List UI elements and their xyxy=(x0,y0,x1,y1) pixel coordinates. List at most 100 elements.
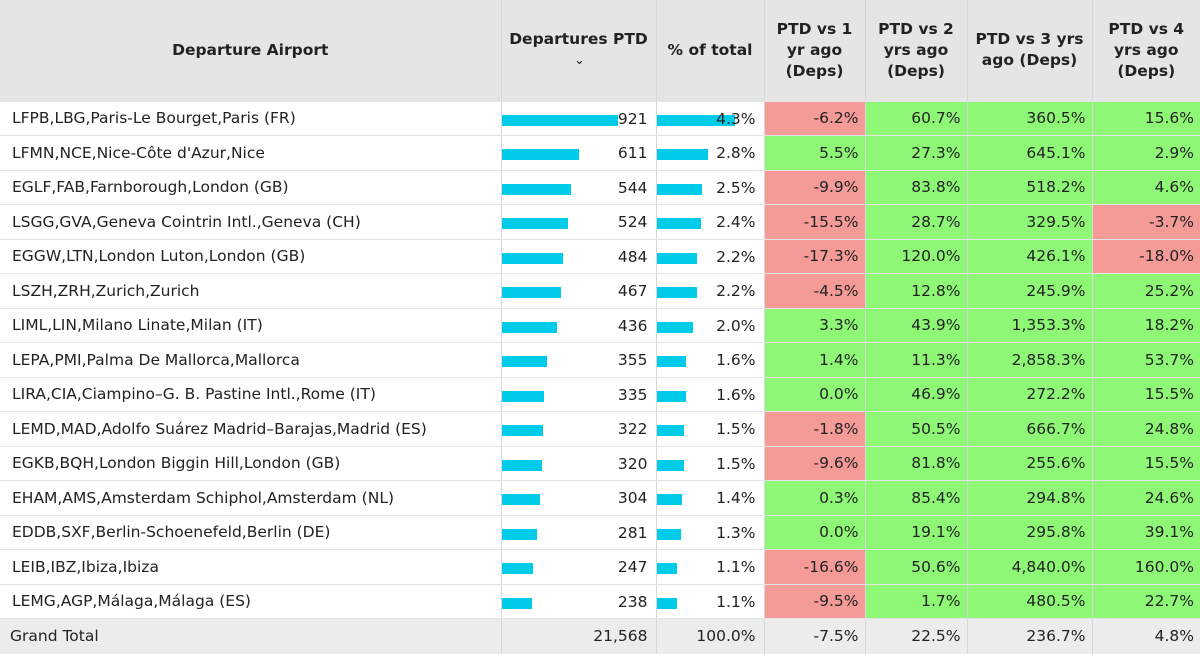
table-row[interactable]: EGKB,BQH,London Biggin Hill,London (GB) 3… xyxy=(0,446,1200,481)
table-row[interactable]: LEMD,MAD,Adolfo Suárez Madrid–Barajas,Ma… xyxy=(0,411,1200,447)
pct-total-value: 4.3% xyxy=(716,109,756,128)
pct-total-value: 1.1% xyxy=(716,592,756,611)
table-row[interactable]: EHAM,AMS,Amsterdam Schiphol,Amsterdam (N… xyxy=(0,480,1200,516)
pct-total-value: 1.5% xyxy=(716,454,756,473)
departures-value: 247 xyxy=(617,558,648,576)
departures-bar xyxy=(501,597,532,609)
pct-total-cell: 4.3% xyxy=(656,101,765,136)
airport-cell[interactable]: LSGG,GVA,Geneva Cointrin Intl.,Geneva (C… xyxy=(0,204,502,240)
header-departure-airport-label: Departure Airport xyxy=(172,40,329,59)
airport-cell[interactable]: LIRA,CIA,Ciampino–G. B. Pastine Intl.,Ro… xyxy=(0,377,502,412)
pct-total-bar xyxy=(656,252,697,264)
vs-1yr-cell: -1.8% xyxy=(764,411,866,447)
pct-total-bar xyxy=(656,563,677,574)
airport-cell[interactable]: EHAM,AMS,Amsterdam Schiphol,Amsterdam (N… xyxy=(0,480,502,516)
departures-cell: 436 xyxy=(501,308,657,343)
header-vs-4yrs[interactable]: PTD vs 4 yrs ago (Deps) xyxy=(1092,0,1200,102)
vs-4yrs-cell: 22.7% xyxy=(1092,584,1200,619)
pct-total-cell: 1.6% xyxy=(656,342,765,378)
pct-total-value: 1.4% xyxy=(716,489,756,507)
airport-cell[interactable]: LSZH,ZRH,Zurich,Zurich xyxy=(0,273,502,309)
table-row[interactable]: EGGW,LTN,London Luton,London (GB) 484 2.2%… xyxy=(0,239,1200,274)
table-row[interactable]: LFPB,LBG,Paris-Le Bourget,Paris (FR) 921 4… xyxy=(0,101,1200,136)
departures-value: 238 xyxy=(617,592,648,611)
airport-cell[interactable]: LEIB,IBZ,Ibiza,Ibiza xyxy=(0,549,502,585)
departures-bar xyxy=(501,390,544,402)
vs-3yrs-cell: 645.1% xyxy=(967,135,1093,171)
airport-cell[interactable]: LIML,LIN,Milano Linate,Milan (IT) xyxy=(0,308,502,343)
pct-total-bar xyxy=(656,459,684,471)
header-vs-3yrs[interactable]: PTD vs 3 yrs ago (Deps) xyxy=(967,0,1093,102)
pct-total-bar xyxy=(656,494,682,505)
header-vs-4yrs-label: PTD vs 4 yrs ago (Deps) xyxy=(1108,19,1185,80)
airport-cell[interactable]: LFPB,LBG,Paris-Le Bourget,Paris (FR) xyxy=(0,101,502,136)
header-vs-1yr[interactable]: PTD vs 1 yr ago (Deps) xyxy=(764,0,866,102)
table-row[interactable]: LSZH,ZRH,Zurich,Zurich 467 2.2% -4.5% 12.8% 2… xyxy=(0,273,1200,309)
table-row[interactable]: LEPA,PMI,Palma De Mallorca,Mallorca 355 1.… xyxy=(0,342,1200,378)
departures-value: 484 xyxy=(617,247,648,266)
airport-cell[interactable]: LEPA,PMI,Palma De Mallorca,Mallorca xyxy=(0,342,502,378)
vs-4yrs-cell: 18.2% xyxy=(1092,308,1200,343)
vs-4yrs-cell: 39.1% xyxy=(1092,515,1200,550)
vs-3yrs-cell: 255.6% xyxy=(967,446,1093,481)
vs-2yrs-cell: 120.0% xyxy=(865,239,968,274)
vs-2yrs-cell: 19.1% xyxy=(865,515,968,550)
pct-total-bar xyxy=(656,218,701,229)
airport-cell[interactable]: EDDB,SXF,Berlin-Schoenefeld,Berlin (DE) xyxy=(0,515,502,550)
header-departures-ptd-label: Departures PTD xyxy=(509,30,648,49)
table-row[interactable]: EGLF,FAB,Farnborough,London (GB) 544 2.5% -… xyxy=(0,170,1200,205)
header-departures-ptd[interactable]: Departures PTD ⌄ xyxy=(501,0,657,102)
departures-bar xyxy=(501,218,568,229)
airport-cell[interactable]: EGLF,FAB,Farnborough,London (GB) xyxy=(0,170,502,205)
departures-bar xyxy=(501,425,543,436)
airport-cell[interactable]: LFMN,NCE,Nice-Côte d'Azur,Nice xyxy=(0,135,502,171)
vs-4yrs-cell: 15.5% xyxy=(1092,377,1200,412)
departures-cell: 238 xyxy=(501,584,657,619)
vs-1yr-cell: -9.5% xyxy=(764,584,866,619)
pct-total-cell: 1.3% xyxy=(656,515,765,550)
pct-total-bar xyxy=(656,425,684,436)
vs-1yr-cell: -6.2% xyxy=(764,101,866,136)
departures-cell: 484 xyxy=(501,239,657,274)
vs-2yrs-cell: 27.3% xyxy=(865,135,968,171)
airport-cell[interactable]: EGGW,LTN,London Luton,London (GB) xyxy=(0,239,502,274)
header-departure-airport[interactable]: Departure Airport xyxy=(0,0,502,102)
departures-value: 304 xyxy=(617,489,648,507)
pct-total-cell: 1.1% xyxy=(656,549,765,585)
vs-3yrs-cell: 295.8% xyxy=(967,515,1093,550)
vs-3yrs-cell: 1,353.3% xyxy=(967,308,1093,343)
table-row[interactable]: LIRA,CIA,Ciampino–G. B. Pastine Intl.,Ro… xyxy=(0,377,1200,412)
departures-value: 320 xyxy=(617,454,648,473)
header-pct-total-label: % of total xyxy=(667,40,753,59)
departures-value: 524 xyxy=(617,213,648,231)
pct-total-value: 2.0% xyxy=(716,316,756,335)
vs-2yrs-cell: 83.8% xyxy=(865,170,968,205)
header-vs-1yr-label: PTD vs 1 yr ago (Deps) xyxy=(776,19,853,80)
grand-total-vs-4yrs: 4.8% xyxy=(1092,618,1200,654)
departures-value: 544 xyxy=(617,178,648,197)
vs-2yrs-cell: 28.7% xyxy=(865,204,968,240)
departures-value: 467 xyxy=(617,282,648,300)
table-row[interactable]: LSGG,GVA,Geneva Cointrin Intl.,Geneva (C… xyxy=(0,204,1200,240)
departures-cell: 335 xyxy=(501,377,657,412)
vs-1yr-cell: 1.4% xyxy=(764,342,866,378)
airport-cell[interactable]: EGKB,BQH,London Biggin Hill,London (GB) xyxy=(0,446,502,481)
airport-cell[interactable]: LEMD,MAD,Adolfo Suárez Madrid–Barajas,Ma… xyxy=(0,411,502,447)
vs-2yrs-cell: 12.8% xyxy=(865,273,968,309)
header-vs-2yrs[interactable]: PTD vs 2 yrs ago (Deps) xyxy=(865,0,968,102)
vs-2yrs-cell: 43.9% xyxy=(865,308,968,343)
table-row[interactable]: LIML,LIN,Milano Linate,Milan (IT) 436 2.0%… xyxy=(0,308,1200,343)
chevron-down-icon[interactable]: ⌄ xyxy=(574,53,585,69)
departures-value: 436 xyxy=(617,316,648,335)
grand-total-label: Grand Total xyxy=(0,618,502,654)
pct-total-bar xyxy=(656,390,686,402)
header-pct-total[interactable]: % of total xyxy=(656,0,765,102)
table-row[interactable]: EDDB,SXF,Berlin-Schoenefeld,Berlin (DE) 2… xyxy=(0,515,1200,550)
table-row[interactable]: LEIB,IBZ,Ibiza,Ibiza 247 1.1% -16.6% 50.6% 4,… xyxy=(0,549,1200,585)
airport-cell[interactable]: LEMG,AGP,Málaga,Málaga (ES) xyxy=(0,584,502,619)
vs-2yrs-cell: 50.5% xyxy=(865,411,968,447)
table-row[interactable]: LEMG,AGP,Málaga,Málaga (ES) 238 1.1% -9.5% 1… xyxy=(0,584,1200,619)
table-row[interactable]: LFMN,NCE,Nice-Côte d'Azur,Nice 611 2.8% 5.5… xyxy=(0,135,1200,171)
vs-3yrs-cell: 426.1% xyxy=(967,239,1093,274)
